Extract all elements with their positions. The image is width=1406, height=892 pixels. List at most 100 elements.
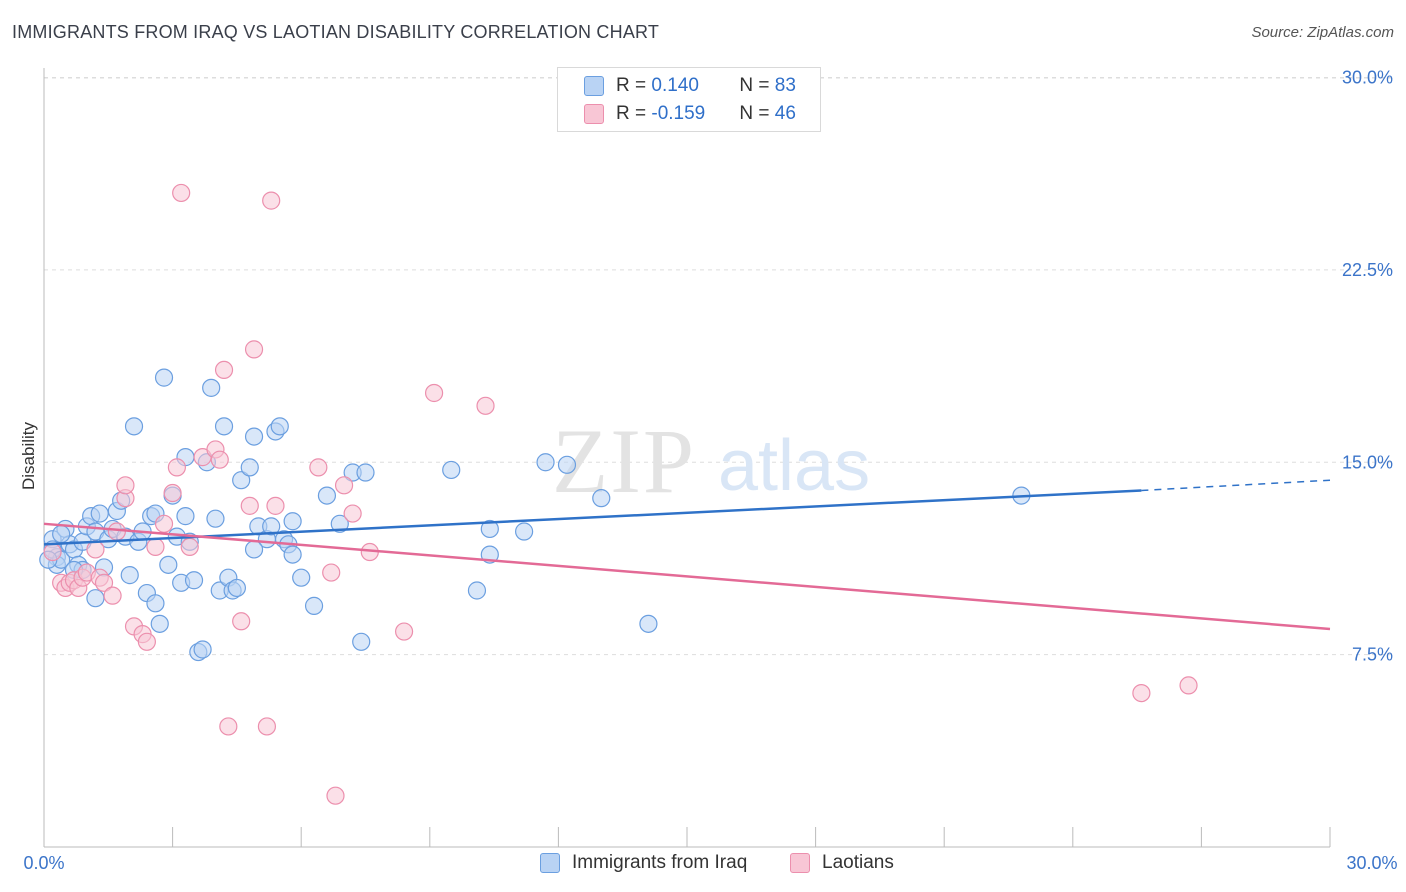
n-value: 46 [774,103,796,124]
iraq-point [120,566,139,585]
laotian-point [210,450,229,469]
iraq-point [184,571,204,590]
iraq-point [159,555,178,574]
laotian-point [180,537,199,556]
iraq-point [193,640,212,659]
iraq-point [262,517,281,536]
iraq-point [304,596,324,615]
r-label: R = [616,103,652,124]
laotian-point [154,514,174,533]
iraq-point [480,519,499,539]
iraq-point [515,522,534,541]
iraq-point [214,417,234,436]
iraq-point [150,614,169,633]
n-label: N = [739,103,775,124]
laotian-point [476,396,495,415]
laotian-point [326,786,345,805]
iraq-point [536,453,555,472]
bottom-legend-laotians: Laotians [790,852,894,874]
y-tick-label: 22.5% [1342,260,1393,280]
r-label: R = [616,75,652,96]
iraq-point [86,589,105,608]
laotian-point [334,476,354,495]
stats-legend-row-iraq: R = 0.140 N = 83 [584,73,796,99]
laotian-point [343,504,362,523]
iraq-point [592,489,611,508]
iraq-point [292,568,311,587]
iraq-point [202,378,221,397]
laotian-point [1179,676,1198,695]
n-value: 83 [774,75,796,96]
laotian-trend-line [43,522,1331,631]
iraq-point [227,578,246,598]
laotian-point [266,496,285,515]
n-label: N = [739,75,775,96]
x-tick-label: 30.0% [1346,853,1397,873]
laotian-point [214,360,234,380]
laotian-point [172,183,191,203]
y-tick-label: 30.0% [1342,68,1393,88]
bottom-legend-label: Immigrants from Iraq [572,852,748,873]
laotian-point [86,540,105,559]
iraq-point [52,524,71,544]
watermark-atlas: atlas [718,426,870,506]
iraq-point [467,581,487,600]
laotian-point [219,717,238,736]
pink-swatch-icon [790,853,810,873]
stats-legend: R = 0.140 N = 83 R = -0.159 N = 46 [557,67,821,132]
iraq-point [270,417,289,436]
iraq-point [124,417,144,436]
iraq-trend-extension [1141,479,1331,492]
chart-title: IMMIGRANTS FROM IRAQ VS LAOTIAN DISABILI… [12,22,660,42]
stats-legend-row-laotians: R = -0.159 N = 46 [584,101,796,127]
laotian-point [167,458,186,477]
blue-swatch-icon [584,76,604,96]
laotian-point [103,586,122,605]
y-axis-label: Disability [19,421,38,490]
r-value: -0.159 [651,103,706,124]
iraq-point [639,614,658,633]
iraq-point [557,455,577,474]
laotian-point [1132,683,1151,703]
laotian-point [43,542,62,562]
bottom-legend-iraq: Immigrants from Iraq [540,852,747,874]
y-tick-label: 7.5% [1352,645,1393,665]
iraq-point [146,594,165,613]
pink-swatch-icon [584,104,604,124]
y-tick-label: 15.0% [1342,452,1393,472]
iraq-point [442,460,461,480]
laotian-point [262,191,281,210]
iraq-point [154,368,174,387]
laotian-point [244,340,264,359]
laotian-point [424,383,444,403]
iraq-point [317,486,337,505]
iraq-point [330,514,349,533]
laotian-point [240,496,259,515]
iraq-point [283,545,302,564]
laotian-point [116,476,135,495]
laotian-point [232,612,251,631]
laotian-point [309,458,328,477]
r-value: 0.140 [651,75,699,96]
iraq-trend-line [43,489,1142,546]
iraq-point [352,632,371,651]
x-tick-label: 0.0% [23,853,64,873]
iraq-point [176,507,195,526]
iraq-point [90,504,109,523]
laotian-point [146,537,165,556]
source-label: Source: ZipAtlas.com [1251,24,1394,41]
iraq-point [244,427,264,446]
watermark-zip: ZIP [552,410,696,512]
laotian-point [94,573,114,592]
iraq-point [232,471,251,490]
iraq-point [244,540,264,559]
iraq-point [283,512,302,531]
laotian-point [257,717,277,736]
iraq-point [356,463,375,482]
laotian-point [137,632,156,651]
laotian-point [322,563,341,582]
bottom-legend-label: Laotians [822,852,894,873]
iraq-point [206,509,225,528]
laotian-point [163,483,182,503]
